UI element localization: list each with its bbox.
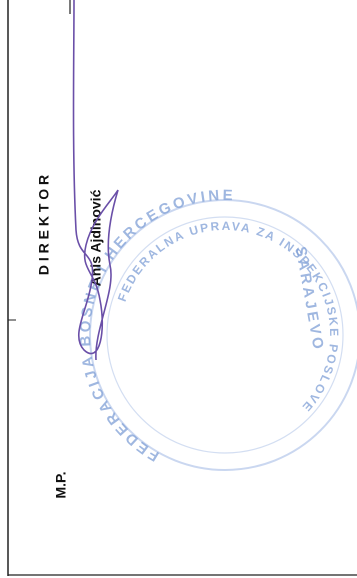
stamp-inner-ring xyxy=(106,216,344,454)
seal-mark: M.P. xyxy=(53,472,69,499)
signatory-title: D I R E K T O R xyxy=(36,175,52,275)
signature xyxy=(72,0,119,361)
stamp: FEDERACIJA BOSNE I HERCEGOVINE FEDERALNA… xyxy=(77,187,357,471)
stamp-outer-ring xyxy=(89,199,357,471)
